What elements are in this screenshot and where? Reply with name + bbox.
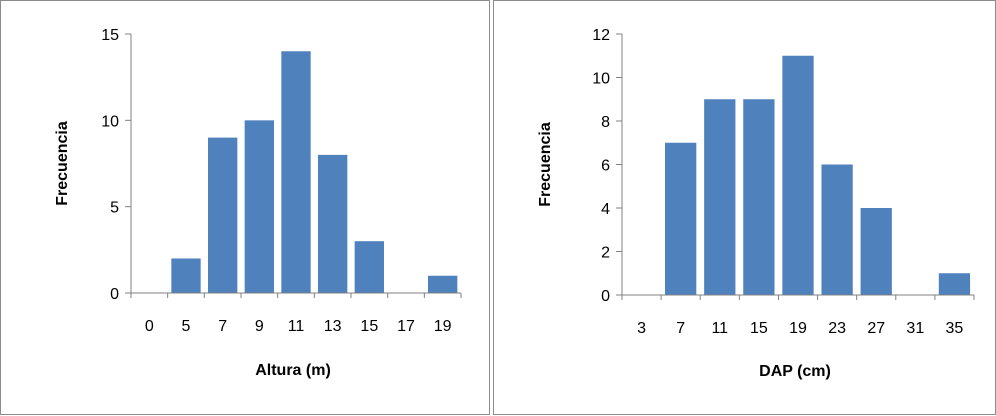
bar-23 xyxy=(821,164,853,295)
y-tick-label: 2 xyxy=(601,245,610,262)
x-tick-label: 9 xyxy=(255,318,264,335)
bar-9 xyxy=(244,120,274,293)
bar-19 xyxy=(428,275,458,293)
y-ticks: 0 2 4 6 8 10 12 xyxy=(592,27,622,305)
bar-13 xyxy=(318,154,348,293)
bar-11 xyxy=(704,99,736,295)
x-tick-label: 7 xyxy=(676,320,685,337)
bar-15 xyxy=(743,99,775,295)
x-axis-title: Altura (m) xyxy=(255,362,331,379)
x-tick-label: 17 xyxy=(397,318,415,335)
y-tick-label: 8 xyxy=(601,114,610,131)
x-ticks: 3 7 11 15 19 23 27 31 35 xyxy=(621,295,975,337)
y-tick-label: 10 xyxy=(592,71,610,88)
x-tick-label: 19 xyxy=(789,320,807,337)
dap-histogram: 0 2 4 6 8 10 12 3 7 11 15 19 23 27 31 35 Frecuencia DA… xyxy=(537,27,975,380)
x-axis-title: DAP (cm) xyxy=(759,363,831,380)
x-tick-label: 27 xyxy=(867,320,885,337)
y-axis-title: Frecuencia xyxy=(54,121,71,206)
x-ticks: 0 5 7 9 11 13 15 17 19 xyxy=(130,293,462,335)
x-tick-label: 23 xyxy=(828,320,846,337)
bar-27 xyxy=(860,208,892,295)
y-tick-label: 0 xyxy=(110,286,119,303)
x-tick-label: 31 xyxy=(906,320,924,337)
bars-group xyxy=(665,55,971,295)
x-tick-label: 5 xyxy=(182,318,191,335)
y-tick-label: 12 xyxy=(592,27,610,44)
chart-panel-dap: 0 2 4 6 8 10 12 3 7 11 15 19 23 27 31 35 Frecuencia DA… xyxy=(493,0,996,415)
y-tick-label: 5 xyxy=(110,200,119,217)
bar-35 xyxy=(938,273,971,295)
bar-7 xyxy=(665,142,697,295)
x-tick-label: 15 xyxy=(360,318,378,335)
x-tick-label: 19 xyxy=(434,318,452,335)
x-tick-label: 11 xyxy=(711,320,728,337)
bar-7 xyxy=(208,137,238,293)
bars-group xyxy=(171,51,458,294)
y-tick-label: 0 xyxy=(601,288,610,305)
bar-5 xyxy=(171,258,201,293)
x-tick-label: 13 xyxy=(324,318,342,335)
chart-panel-altura: 0 5 10 15 0 5 7 9 11 13 15 17 19 Frecuencia Altura … xyxy=(0,0,490,415)
bar-11 xyxy=(281,51,311,294)
y-ticks: 0 5 10 15 xyxy=(101,27,131,303)
x-tick-label: 15 xyxy=(750,320,768,337)
y-axis-title: Frecuencia xyxy=(537,122,554,207)
y-tick-label: 10 xyxy=(101,113,119,130)
y-tick-label: 6 xyxy=(601,158,610,175)
x-tick-label: 7 xyxy=(218,318,227,335)
y-tick-label: 4 xyxy=(601,201,610,218)
bar-19 xyxy=(782,55,814,295)
altura-histogram: 0 5 10 15 0 5 7 9 11 13 15 17 19 Frecuencia Altura … xyxy=(54,27,462,379)
bar-15 xyxy=(354,241,384,293)
x-tick-label: 0 xyxy=(145,318,154,335)
x-tick-label: 11 xyxy=(288,318,305,335)
x-tick-label: 3 xyxy=(637,320,646,337)
y-tick-label: 15 xyxy=(101,27,119,44)
x-tick-label: 35 xyxy=(946,320,964,337)
